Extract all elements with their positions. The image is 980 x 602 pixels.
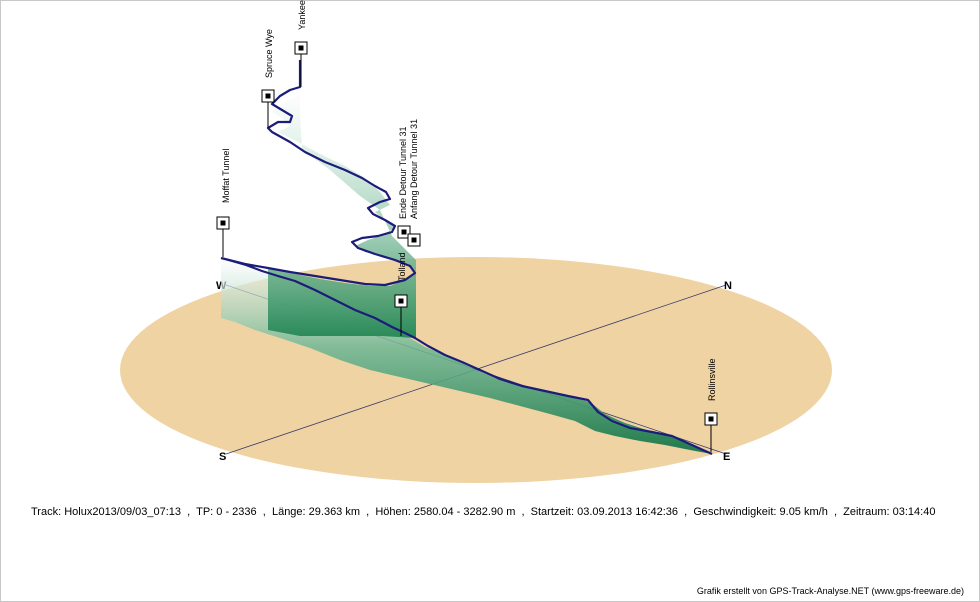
credit-line: Grafik erstellt von GPS-Track-Analyse.NE…: [696, 586, 964, 596]
info-track: Track: Holux2013/09/03_07:13: [31, 506, 182, 518]
waypoint-dot: [411, 237, 417, 243]
elevation-curtain-lower: [221, 258, 712, 454]
track-line: [220, 60, 713, 456]
elevation-curtain-upper: [268, 87, 416, 338]
waypoint-dot: [708, 416, 714, 422]
info-geschwindigkeit: Geschwindigkeit: 9.05 km/h: [693, 506, 828, 518]
waypoint-dot: [220, 220, 226, 226]
waypoint-moffat-tunnel: Moffat Tunnel: [216, 149, 231, 257]
waypoint-rollinsville: Rollinsville: [704, 358, 718, 452]
waypoint-label: Spruce Wye: [264, 29, 274, 78]
waypoint-label: Anfang Detour Tunnel 31: [409, 119, 419, 219]
waypoint-dot: [398, 298, 404, 304]
waypoint-anfang-detour-tunnel-31: Anfang Detour Tunnel 31: [407, 119, 421, 247]
waypoint-dot: [401, 229, 407, 235]
waypoint-tolland: Tolland: [394, 252, 408, 336]
waypoint-dot: [298, 45, 304, 51]
waypoint-label: Ende Detour Tunnel 31: [398, 126, 408, 219]
waypoint-markers: Moffat Tunnel Spruce Wye Yankee Ende Detour…: [216, 0, 718, 452]
waypoint-label: Moffat Tunnel: [221, 149, 231, 203]
waypoint-label: Rollinsville: [707, 358, 717, 401]
waypoint-label: Tolland: [397, 252, 407, 281]
compass-s: S: [219, 451, 226, 463]
info-hoehen: Höhen: 2580.04 - 3282.90 m: [375, 506, 516, 518]
info-tp: TP: 0 - 2336: [196, 506, 257, 518]
info-startzeit: Startzeit: 03.09.2013 16:42:36: [530, 506, 679, 518]
compass-n: N: [724, 280, 732, 292]
info-zeitraum: Zeitraum: 03:14:40: [843, 506, 936, 518]
waypoint-spruce-wye: Spruce Wye: [261, 29, 275, 128]
waypoint-dot: [265, 93, 271, 99]
info-laenge: Länge: 29.363 km: [271, 506, 361, 518]
compass-e: E: [723, 451, 730, 463]
track-info-line: Track: Holux2013/09/03_07:13 , TP: 0 - 2…: [31, 506, 936, 518]
waypoint-label: Yankee: [297, 0, 307, 30]
waypoint-yankee: Yankee: [294, 0, 308, 87]
waypoint-ende-detour-tunnel-31: Ende Detour Tunnel 31: [397, 126, 411, 239]
